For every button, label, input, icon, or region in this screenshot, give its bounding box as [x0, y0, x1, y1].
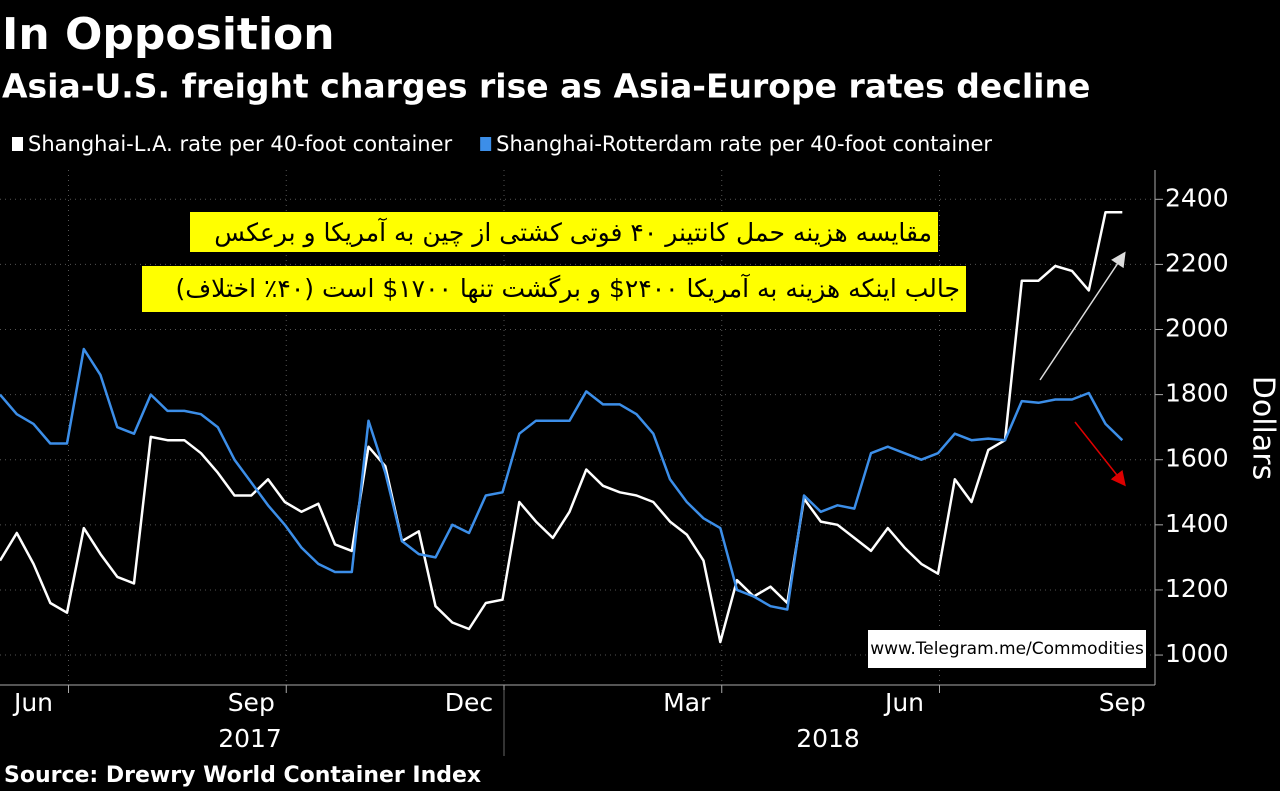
year-label: 2018 [796, 724, 860, 753]
y-tick-label: 1000 [1165, 639, 1229, 668]
annotation-text: مقایسه هزینه حمل کانتینر ۴۰ فوتی کشتی از… [214, 217, 932, 248]
legend-swatch [480, 137, 492, 151]
x-tick-label: Sep [228, 688, 275, 717]
x-tick-label: Mar [663, 688, 711, 717]
y-tick-label: 1600 [1165, 444, 1229, 473]
chart-title: In Opposition [2, 9, 335, 60]
x-tick-label: Jun [883, 688, 924, 717]
source: Source: Drewry World Container Index [4, 763, 481, 788]
y-tick-label: 2000 [1165, 314, 1229, 343]
arrow-down [1074, 421, 1126, 487]
x-tick-label: Dec [445, 688, 493, 717]
annotation: مقایسه هزینه حمل کانتینر ۴۰ فوتی کشتی از… [142, 212, 966, 312]
x-tick-label: Jun [12, 688, 53, 717]
y-tick-label: 1200 [1165, 574, 1229, 603]
watermark: www.Telegram.me/Commodities [870, 639, 1144, 659]
y-tick-label: 2400 [1165, 183, 1229, 212]
series-line [0, 347, 1124, 611]
y-axis-label: Dollars [1246, 376, 1280, 480]
chart-subtitle: Asia-U.S. freight charges rise as Asia-E… [2, 67, 1090, 106]
legend-label: Shanghai-Rotterdam rate per 40-foot cont… [496, 132, 992, 156]
y-tick-label: 2200 [1165, 248, 1229, 277]
annotation-bg [190, 212, 938, 252]
x-tick-label: Sep [1099, 688, 1146, 717]
arrow-up [1039, 251, 1126, 381]
legend-swatch [12, 137, 23, 151]
y-tick-label: 1800 [1165, 379, 1229, 408]
series-line [0, 211, 1123, 644]
annotation-bg [142, 266, 966, 312]
annotation-text: جالب اینکه هزینه به آمریکا ۲۴۰۰$ و برگشت… [175, 273, 960, 304]
y-tick-label: 1400 [1165, 509, 1229, 538]
watermark-box [868, 630, 1146, 668]
legend-label: Shanghai-L.A. rate per 40-foot container [28, 132, 453, 156]
year-label: 2017 [218, 724, 282, 753]
